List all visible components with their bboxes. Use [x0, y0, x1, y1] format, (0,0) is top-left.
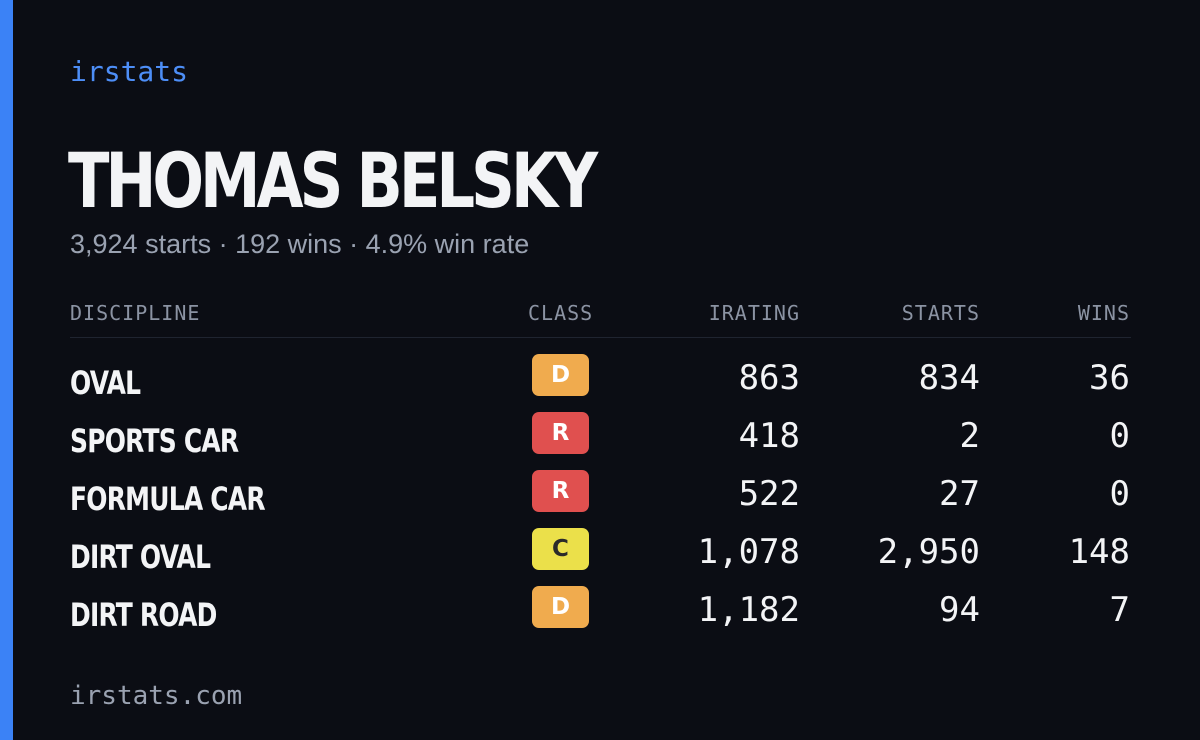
class-badge: D — [532, 354, 589, 396]
header-class: CLASS — [528, 301, 594, 325]
discipline-name: SPORTS CAR — [70, 422, 239, 460]
discipline-name: FORMULA CAR — [70, 480, 266, 518]
wins-value: 0 — [1109, 416, 1130, 456]
irating-value: 1,078 — [697, 532, 800, 572]
header-starts: STARTS — [901, 301, 980, 325]
wins-value: 0 — [1109, 474, 1130, 514]
class-badge: D — [532, 586, 589, 628]
starts-value: 834 — [918, 358, 980, 398]
header-discipline: DISCIPLINE — [70, 301, 201, 325]
header-wins: WINS — [1077, 301, 1130, 325]
header-divider — [70, 337, 1131, 338]
wins-value: 148 — [1068, 532, 1130, 572]
discipline-name: DIRT OVAL — [70, 538, 211, 576]
table-row: SPORTS CAR R 418 2 0 — [0, 412, 1200, 470]
accent-bar — [0, 0, 13, 740]
table-row: OVAL D 863 834 36 — [0, 354, 1200, 412]
driver-name: THOMAS BELSKY — [68, 136, 598, 225]
discipline-name: OVAL — [70, 364, 141, 402]
wins-value: 7 — [1109, 590, 1130, 630]
irating-value: 863 — [738, 358, 800, 398]
discipline-name: DIRT ROAD — [70, 596, 217, 634]
class-badge: R — [532, 412, 589, 454]
header-irating: IRATING — [708, 301, 800, 325]
starts-value: 2,950 — [877, 532, 980, 572]
irating-value: 418 — [738, 416, 800, 456]
irating-value: 522 — [738, 474, 800, 514]
class-badge: C — [532, 528, 589, 570]
irating-value: 1,182 — [697, 590, 800, 630]
wins-value: 36 — [1089, 358, 1130, 398]
starts-value: 94 — [939, 590, 980, 630]
starts-value: 2 — [959, 416, 980, 456]
table-row: DIRT ROAD D 1,182 94 7 — [0, 586, 1200, 644]
table-row: FORMULA CAR R 522 27 0 — [0, 470, 1200, 528]
class-badge: R — [532, 470, 589, 512]
footer-url: irstats.com — [70, 681, 243, 711]
driver-summary: 3,924 starts · 192 wins · 4.9% win rate — [70, 229, 530, 259]
brand-logo: irstats — [70, 55, 189, 88]
starts-value: 27 — [939, 474, 980, 514]
table-row: DIRT OVAL C 1,078 2,950 148 — [0, 528, 1200, 586]
